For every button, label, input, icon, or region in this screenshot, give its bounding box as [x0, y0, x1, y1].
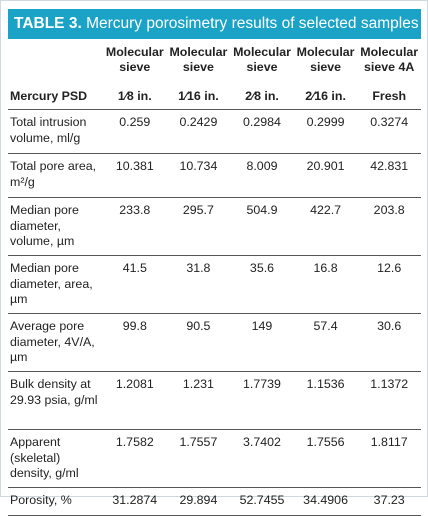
row-label: Porosity, %	[8, 487, 103, 516]
table-number: TABLE 3.	[14, 15, 82, 32]
table-row: Median pore diameter, volume, µm 233.8 2…	[8, 197, 421, 256]
column-header-size: 2⁄16 in.	[305, 89, 346, 103]
header-row-sizes: Mercury PSD 1⁄8 in. 1⁄16 in. 2⁄8 in. 2⁄1…	[8, 75, 421, 110]
table-cell: 1.8117	[357, 429, 421, 488]
table-cell: 0.3274	[357, 109, 421, 154]
table-cell: 35.6	[230, 255, 294, 314]
table-cell: 29.894	[166, 487, 231, 516]
table-cell: 1.1536	[293, 371, 358, 430]
row-label: Bulk density at 29.93 psia, g/ml	[8, 371, 103, 430]
row-label: Apparent (skeletal) density, g/ml	[8, 429, 103, 488]
table-cell: 295.7	[166, 197, 231, 256]
table-row: Average pore diameter, 4V/A, µm 99.8 90.…	[8, 313, 421, 372]
header-row-names: Molecular sieve Molecular sieve Molecula…	[8, 41, 421, 75]
table-cell: 3.7402	[230, 429, 294, 488]
table-cell: 20.901	[293, 153, 358, 198]
row-header-label: Mercury PSD	[10, 89, 88, 103]
table-row: Apparent (skeletal) density, g/ml 1.7582…	[8, 429, 421, 488]
table-cell: 0.2984	[230, 109, 294, 154]
table-title-bar: TABLE 3. Mercury porosimetry results of …	[8, 9, 421, 39]
table-row: Median pore diameter, area, µm 41.5 31.8…	[8, 255, 421, 314]
column-header-size: Fresh	[372, 89, 407, 103]
table-cell: 504.9	[230, 197, 294, 256]
row-label: Total pore area, m²/g	[8, 153, 103, 198]
table-cell: 233.8	[103, 197, 167, 256]
table-cell: 8.009	[230, 153, 294, 198]
table-cell: 0.2429	[166, 109, 231, 154]
table-cell: 30.6	[357, 313, 421, 372]
table-cell: 12.6	[357, 255, 421, 314]
table-cell: 57.4	[293, 313, 358, 372]
table-cell: 31.2874	[103, 487, 167, 516]
table-cell: 203.8	[357, 197, 421, 256]
table-row: Total pore area, m²/g 10.381 10.734 8.00…	[8, 153, 421, 198]
table-cell: 90.5	[166, 313, 231, 372]
column-header-size: 1⁄8 in.	[117, 89, 152, 103]
table-cell: 1.7739	[230, 371, 294, 430]
table-row: Porosity, % 31.2874 29.894 52.7455 34.49…	[8, 487, 421, 516]
table-cell: 0.2999	[293, 109, 358, 154]
table-cell: 1.7582	[103, 429, 167, 488]
table-cell: 99.8	[103, 313, 167, 372]
column-header-name: Molecular sieve	[296, 45, 355, 74]
column-header-name: Molecular sieve	[105, 45, 164, 74]
table-cell: 42.831	[357, 153, 421, 198]
column-header-size: 2⁄8 in.	[245, 89, 279, 103]
table-cell: 37.23	[357, 487, 421, 516]
header-empty-cell	[8, 41, 103, 75]
porosimetry-table: Molecular sieve Molecular sieve Molecula…	[8, 41, 421, 516]
table-cell: 422.7	[293, 197, 358, 256]
table-cell: 16.8	[293, 255, 358, 314]
table-cell: 1.7556	[293, 429, 358, 488]
row-label: Median pore diameter, area, µm	[8, 255, 103, 314]
table-cell: 1.7557	[166, 429, 231, 488]
table-cell: 41.5	[103, 255, 167, 314]
table-cell: 149	[230, 313, 294, 372]
table-title: Mercury porosimetry results of selected …	[86, 15, 419, 32]
column-header-size: 1⁄16 in.	[178, 89, 219, 103]
table-row: Total intrusion volume, ml/g 0.259 0.242…	[8, 109, 421, 154]
table-cell: 52.7455	[230, 487, 294, 516]
row-label: Median pore diameter, volume, µm	[8, 197, 103, 256]
table-row: Bulk density at 29.93 psia, g/ml 1.2081 …	[8, 371, 421, 430]
table-cell: 1.231	[166, 371, 231, 430]
table-cell: 10.734	[166, 153, 231, 198]
row-label: Average pore diameter, 4V/A, µm	[8, 313, 103, 372]
column-header-name: Molecular sieve	[169, 45, 228, 74]
table-cell: 31.8	[166, 255, 231, 314]
column-header-name: Molecular sieve	[233, 45, 291, 74]
table-cell: 34.4906	[293, 487, 358, 516]
table-cell: 1.1372	[357, 371, 421, 430]
table-cell: 0.259	[103, 109, 167, 154]
table-cell: 10.381	[103, 153, 167, 198]
column-header-name: Molecular sieve 4A	[360, 45, 419, 74]
row-label: Total intrusion volume, ml/g	[8, 109, 103, 154]
table-cell: 1.2081	[103, 371, 167, 430]
